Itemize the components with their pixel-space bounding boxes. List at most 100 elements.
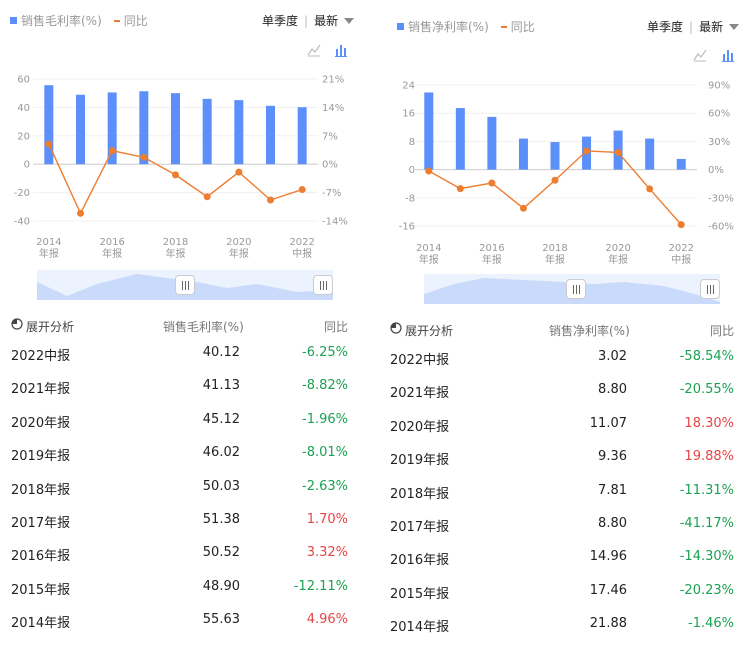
yoy-point[interactable] (298, 186, 306, 194)
period-selector[interactable]: 单季度 | 最新 (647, 18, 740, 35)
bar-legend-label: 销售净利率(%) (408, 20, 489, 34)
table-row[interactable]: 2019年报 46.02 -8.01% (0, 436, 375, 469)
yoy-point[interactable] (140, 153, 148, 161)
yoy-point[interactable] (614, 148, 622, 156)
bar-mark[interactable] (171, 93, 180, 165)
bar-mark[interactable] (455, 108, 465, 170)
y-left-tick-label: 16 (402, 109, 415, 120)
slider-handle-right[interactable] (700, 279, 720, 299)
row-period: 2016年报 (11, 549, 71, 565)
table-row[interactable]: 2017年报 51.38 1.70% (0, 503, 375, 536)
line-chart-icon[interactable] (693, 48, 707, 62)
yoy-point[interactable] (519, 204, 527, 212)
x-tick-sublabel: 年报 (229, 247, 249, 260)
table-row[interactable]: 2021年报 8.80 -20.55% (379, 373, 754, 406)
yoy-point[interactable] (583, 147, 591, 155)
row-period: 2017年报 (390, 519, 450, 535)
row-yoy: -8.01% (302, 445, 348, 461)
row-period: 2019年报 (11, 449, 71, 465)
yoy-point[interactable] (425, 167, 433, 175)
bar-mark[interactable] (550, 142, 560, 170)
slider-handle-left[interactable] (175, 275, 195, 295)
yoy-point[interactable] (108, 147, 116, 155)
bar-mark[interactable] (266, 105, 275, 165)
range-slider[interactable] (424, 274, 720, 304)
bar-mark[interactable] (297, 107, 307, 165)
line-legend-swatch (113, 19, 120, 22)
slider-handle-right[interactable] (313, 275, 333, 295)
row-period: 2021年报 (390, 386, 450, 402)
bar-mark[interactable] (44, 85, 54, 165)
bar-legend-label: 销售毛利率(%) (21, 14, 102, 28)
y-left-tick-label: 60 (17, 75, 30, 86)
yoy-point[interactable] (235, 168, 243, 176)
table-row[interactable]: 2016年报 50.52 3.32% (0, 536, 375, 569)
yoy-point[interactable] (77, 209, 84, 217)
table-row[interactable]: 2019年报 9.36 19.88% (379, 440, 754, 473)
y-right-tick-label: 7% (322, 131, 338, 142)
table-row[interactable]: 2014年报 21.88 -1.46% (379, 607, 754, 640)
table-row[interactable]: 2020年报 11.07 18.30% (379, 407, 754, 440)
y-left-tick-label: 20 (17, 131, 30, 142)
period-selector[interactable]: 单季度 | 最新 (262, 12, 355, 29)
bar-mark[interactable] (424, 92, 434, 170)
yoy-point[interactable] (45, 140, 53, 148)
table-row[interactable]: 2022中报 40.12 -6.25% (0, 336, 375, 369)
bar-mark[interactable] (676, 158, 686, 170)
pie-chart-icon[interactable] (11, 318, 23, 330)
yoy-point[interactable] (203, 193, 211, 201)
pie-chart-icon[interactable] (390, 322, 402, 334)
table-row[interactable]: 2018年报 7.81 -11.31% (379, 474, 754, 507)
expand-analysis-link[interactable]: 展开分析 (405, 324, 454, 338)
bar-mark[interactable] (487, 116, 497, 170)
x-tick-sublabel: 年报 (482, 253, 502, 266)
bar-mark[interactable] (139, 91, 149, 165)
row-period: 2020年报 (11, 415, 71, 431)
y-right-tick-label: 0% (322, 160, 338, 171)
table-row[interactable]: 2014年报 55.63 4.96% (0, 603, 375, 636)
row-period: 2018年报 (390, 486, 450, 502)
yoy-point[interactable] (172, 171, 179, 179)
row-yoy: -1.46% (688, 616, 734, 632)
yoy-point[interactable] (488, 179, 496, 187)
bar-chart-icon[interactable] (721, 48, 735, 62)
yoy-point[interactable] (456, 185, 464, 193)
bar-mark[interactable] (107, 92, 117, 165)
table-row[interactable]: 2018年报 50.03 -2.63% (0, 470, 375, 503)
y-left-tick-label: 40 (17, 103, 30, 114)
expand-analysis-link[interactable]: 展开分析 (26, 320, 75, 334)
bar-mark[interactable] (202, 98, 212, 165)
table-row[interactable]: 2017年报 8.80 -41.17% (379, 507, 754, 540)
y-right-tick-label: -60% (708, 222, 734, 233)
row-value: 14.96 (589, 549, 627, 565)
period-selected: 最新 (314, 14, 339, 28)
table-row[interactable]: 2020年报 45.12 -1.96% (0, 403, 375, 436)
row-yoy: -12.11% (293, 578, 348, 594)
yoy-point[interactable] (267, 196, 274, 204)
table-row[interactable]: 2015年报 48.90 -12.11% (0, 570, 375, 603)
range-slider[interactable] (37, 270, 333, 300)
table-body: 2022中报 3.02 -58.54% 2021年报 8.80 -20.55% 2020年报… (379, 340, 754, 641)
bar-mark[interactable] (234, 100, 244, 165)
table-row[interactable]: 2021年报 41.13 -8.82% (0, 369, 375, 402)
row-period: 2022中报 (390, 353, 450, 368)
x-tick-label: 2014 (36, 237, 61, 248)
table-row[interactable]: 2015年报 17.46 -20.23% (379, 574, 754, 607)
bar-chart-icon[interactable] (334, 43, 348, 57)
x-tick-sublabel: 年报 (39, 247, 59, 260)
row-period: 2015年报 (11, 582, 71, 598)
table-row[interactable]: 2016年报 14.96 -14.30% (379, 540, 754, 573)
yoy-column-header: 同比 (710, 324, 735, 338)
x-tick-label: 2016 (99, 237, 124, 248)
slider-handle-left[interactable] (566, 279, 586, 299)
row-yoy: 18.30% (684, 415, 734, 431)
yoy-point[interactable] (646, 185, 654, 193)
yoy-point[interactable] (677, 221, 685, 229)
bar-mark[interactable] (518, 138, 528, 170)
bar-mark[interactable] (645, 138, 655, 170)
yoy-point[interactable] (551, 176, 559, 184)
gross-margin-table: 展开分析 销售毛利率(%) 同比 2022中报 40.12 -6.25% 2021年报… (0, 316, 375, 637)
table-row[interactable]: 2022中报 3.02 -58.54% (379, 340, 754, 373)
bar-mark[interactable] (76, 94, 85, 165)
line-chart-icon[interactable] (307, 43, 321, 57)
